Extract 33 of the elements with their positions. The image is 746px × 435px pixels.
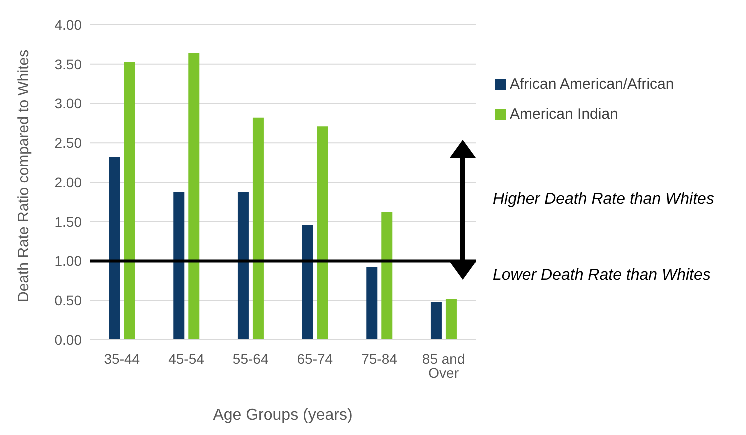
legend-label: American Indian [510, 106, 618, 123]
y-tick-label: 4.00 [54, 16, 82, 33]
text: Lower Death Rate than Whites [493, 266, 712, 286]
x-tick-label: 35-44 [104, 350, 140, 367]
y-tick-label: 1.50 [54, 214, 82, 230]
y-tick-label: 2.50 [54, 135, 82, 152]
y-tick-label: 0.50 [54, 292, 82, 309]
bar [238, 192, 249, 340]
y-tick-label: 2.00 [54, 174, 82, 190]
bar [109, 157, 120, 340]
bar [446, 299, 457, 340]
bar [430, 302, 442, 340]
x-tick-label: 65-74 [297, 350, 334, 367]
bar [252, 118, 264, 340]
y-tick-label: 0.00 [54, 332, 82, 348]
y-tick-label: 1.00 [54, 253, 82, 270]
bar [382, 212, 393, 340]
bar [302, 225, 314, 340]
x-axis-title: Age Groups (years) [213, 407, 353, 424]
bar [317, 126, 328, 340]
y-axis-title: Death Rate Ratio compared to Whites [15, 50, 32, 302]
bar [366, 268, 378, 340]
x-tick-label: 75-84 [362, 350, 398, 367]
bar [124, 62, 136, 340]
legend-label: African American/African [510, 76, 674, 93]
x-tick-label: 45-54 [168, 350, 205, 367]
text: Higher Death Rate than Whites [493, 190, 716, 210]
x-tick-label: 85 and Over [422, 350, 466, 381]
y-tick-label: 3.00 [54, 96, 82, 112]
bar [174, 192, 185, 340]
x-tick-label: 55-64 [232, 350, 269, 367]
y-tick-label: 3.50 [54, 56, 82, 72]
bar [188, 53, 200, 340]
